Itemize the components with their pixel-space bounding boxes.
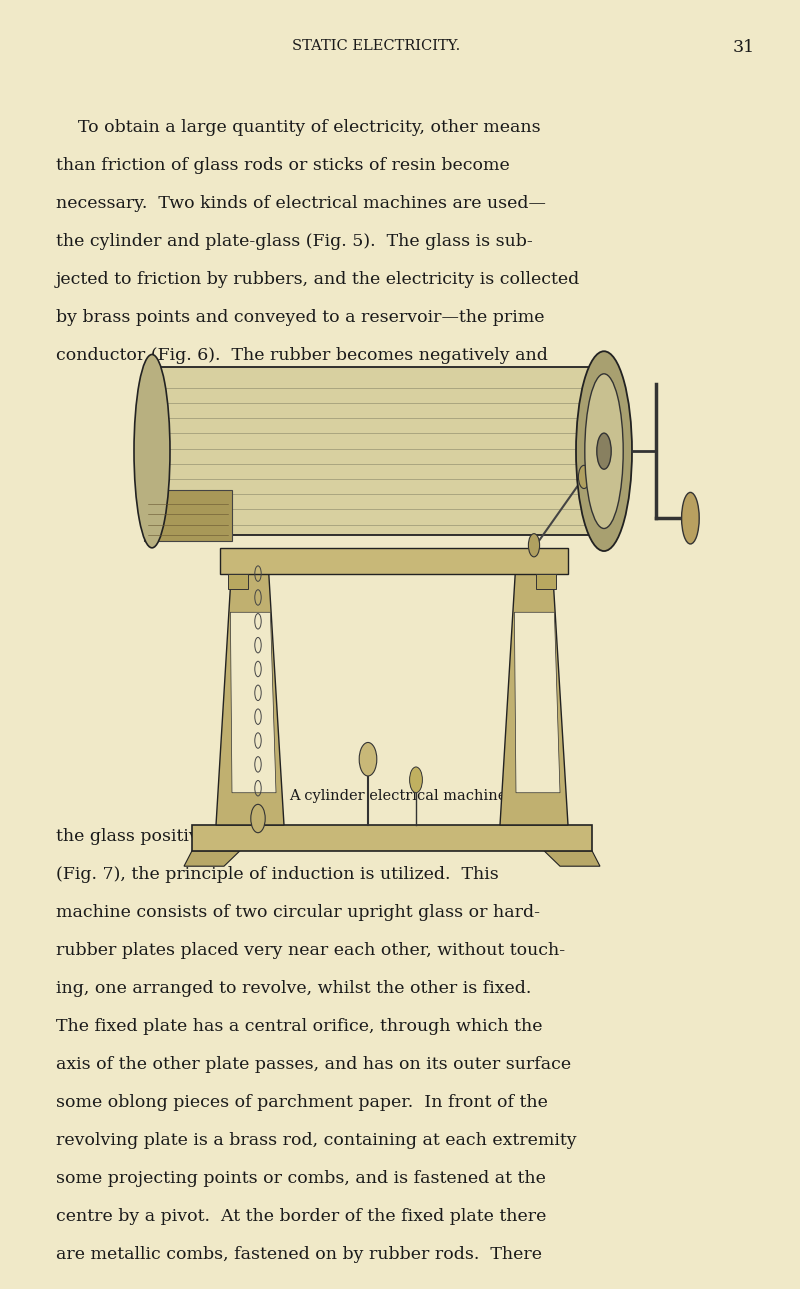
Text: STATIC ELECTRICITY.: STATIC ELECTRICITY.: [292, 39, 460, 53]
Text: Fig. 6.: Fig. 6.: [376, 423, 424, 437]
Text: The fixed plate has a central orifice, through which the: The fixed plate has a central orifice, t…: [56, 1018, 542, 1035]
Ellipse shape: [134, 354, 170, 548]
FancyBboxPatch shape: [192, 825, 592, 851]
Ellipse shape: [585, 374, 623, 528]
Ellipse shape: [251, 804, 266, 833]
FancyBboxPatch shape: [536, 574, 556, 589]
Polygon shape: [544, 851, 600, 866]
Text: conductor (Fig. 6).  The rubber becomes negatively and: conductor (Fig. 6). The rubber becomes n…: [56, 347, 548, 363]
Text: centre by a pivot.  At the border of the fixed plate there: centre by a pivot. At the border of the …: [56, 1208, 546, 1225]
Text: revolving plate is a brass rod, containing at each extremity: revolving plate is a brass rod, containi…: [56, 1132, 577, 1148]
Polygon shape: [216, 561, 284, 825]
Text: (Fig. 7), the principle of induction is utilized.  This: (Fig. 7), the principle of induction is …: [56, 866, 498, 883]
Text: the glass positively electrified.  In the Holtz machine: the glass positively electrified. In the…: [56, 828, 522, 844]
Polygon shape: [500, 561, 568, 825]
Text: ing, one arranged to revolve, whilst the other is fixed.: ing, one arranged to revolve, whilst the…: [56, 980, 531, 996]
Text: some projecting points or combs, and is fastened at the: some projecting points or combs, and is …: [56, 1170, 546, 1187]
Text: some oblong pieces of parchment paper.  In front of the: some oblong pieces of parchment paper. I…: [56, 1093, 548, 1111]
Ellipse shape: [597, 433, 611, 469]
Text: To obtain a large quantity of electricity, other means: To obtain a large quantity of electricit…: [56, 119, 541, 135]
FancyBboxPatch shape: [152, 367, 600, 535]
Polygon shape: [514, 612, 560, 793]
Text: the cylinder and plate-glass (Fig. 5).  The glass is sub-: the cylinder and plate-glass (Fig. 5). T…: [56, 233, 533, 250]
Polygon shape: [230, 612, 276, 793]
Ellipse shape: [359, 742, 377, 776]
Text: axis of the other plate passes, and has on its outer surface: axis of the other plate passes, and has …: [56, 1056, 571, 1072]
Text: rubber plates placed very near each other, without touch-: rubber plates placed very near each othe…: [56, 941, 565, 959]
Text: A cylinder electrical machine.: A cylinder electrical machine.: [289, 789, 511, 803]
Ellipse shape: [578, 465, 590, 489]
Ellipse shape: [528, 534, 539, 557]
FancyBboxPatch shape: [220, 548, 568, 574]
Text: by brass points and conveyed to a reservoir—the prime: by brass points and conveyed to a reserv…: [56, 308, 545, 326]
Ellipse shape: [410, 767, 422, 793]
Ellipse shape: [576, 351, 632, 552]
Text: necessary.  Two kinds of electrical machines are used—: necessary. Two kinds of electrical machi…: [56, 195, 546, 211]
Text: machine consists of two circular upright glass or hard-: machine consists of two circular upright…: [56, 904, 540, 920]
Polygon shape: [184, 851, 240, 866]
FancyBboxPatch shape: [144, 490, 232, 541]
Ellipse shape: [682, 492, 699, 544]
FancyBboxPatch shape: [228, 574, 248, 589]
Text: jected to friction by rubbers, and the electricity is collected: jected to friction by rubbers, and the e…: [56, 271, 580, 287]
Text: are metallic combs, fastened on by rubber rods.  There: are metallic combs, fastened on by rubbe…: [56, 1245, 542, 1263]
Text: than friction of glass rods or sticks of resin become: than friction of glass rods or sticks of…: [56, 156, 510, 174]
Text: 31: 31: [733, 39, 755, 55]
